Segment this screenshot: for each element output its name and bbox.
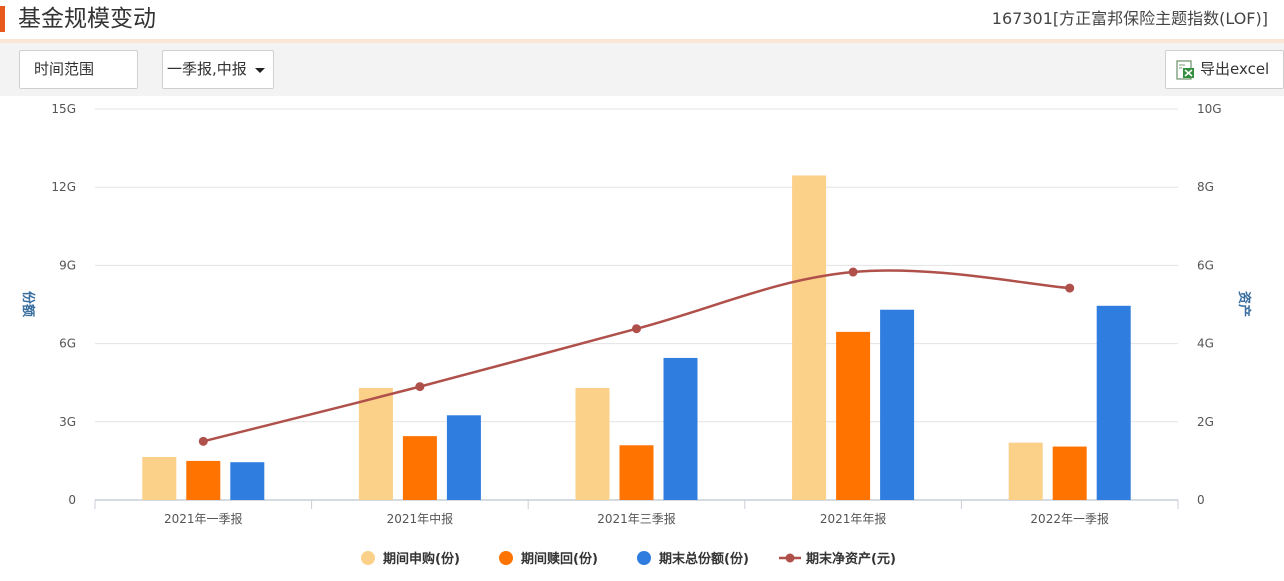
bar <box>664 358 698 500</box>
legend-marker <box>637 551 651 565</box>
export-excel-label: 导出excel <box>1200 60 1269 78</box>
page-title: 基金规模变动 <box>18 2 156 36</box>
x-tick-label: 2021年中报 <box>387 511 454 526</box>
bar <box>792 175 826 500</box>
right-axis-label: 资产 <box>1236 291 1252 317</box>
bar <box>620 445 654 500</box>
y-tick-label: 9G <box>59 258 76 272</box>
chevron-down-icon <box>255 68 265 73</box>
legend-point-marker <box>786 554 795 563</box>
bar <box>186 461 220 500</box>
toolbar: 时间范围 一季报,中报 导出excel <box>0 43 1284 96</box>
bar <box>880 310 914 500</box>
legend-label: 期末总份额(份) <box>659 551 749 567</box>
y2-tick-label: 4G <box>1197 337 1214 351</box>
y-tick-label: 0 <box>68 493 76 507</box>
nav-point <box>632 324 641 333</box>
y2-tick-label: 10G <box>1197 102 1222 116</box>
bar <box>576 388 610 500</box>
left-axis-label: 份额 <box>20 291 36 317</box>
legend-marker <box>361 551 375 565</box>
grid-lines <box>95 109 1178 422</box>
bar <box>836 332 870 500</box>
nav-point <box>415 382 424 391</box>
y-tick-label: 15G <box>51 102 76 116</box>
header: 基金规模变动 167301[方正富邦保险主题指数(LOF)] <box>0 0 1284 40</box>
y2-tick-label: 8G <box>1197 180 1214 194</box>
y2-tick-label: 6G <box>1197 258 1214 272</box>
x-axis: 2021年一季报 2021年中报 2021年三季报 2021年年报 2022年一季报 <box>95 500 1178 526</box>
x-tick-label: 2021年年报 <box>820 511 887 526</box>
period-select-value: 一季报,中报 <box>167 51 247 88</box>
bar <box>1053 447 1087 500</box>
bar <box>359 388 393 500</box>
y-tick-label: 3G <box>59 415 76 429</box>
period-select[interactable]: 一季报,中报 <box>162 50 274 89</box>
title-accent-bar <box>0 6 5 32</box>
bar <box>1097 306 1131 500</box>
nav-point <box>1065 284 1074 293</box>
bar <box>230 462 264 500</box>
export-excel-button[interactable]: 导出excel <box>1165 50 1284 89</box>
legend-marker <box>499 551 513 565</box>
y2-tick-label: 2G <box>1197 415 1214 429</box>
legend-label: 期间申购(份) <box>383 551 460 567</box>
x-tick-label: 2021年一季报 <box>164 511 243 526</box>
legend-label: 期间赎回(份) <box>521 551 598 567</box>
legend-label: 期末净资产(元) <box>806 551 896 567</box>
time-range-button[interactable]: 时间范围 <box>19 50 138 89</box>
y2-tick-label: 0 <box>1197 493 1205 507</box>
bars <box>142 175 1130 500</box>
nav-point <box>849 268 858 277</box>
y-tick-label: 12G <box>51 180 76 194</box>
excel-icon <box>1175 60 1195 80</box>
nav-series-line <box>203 270 1069 441</box>
bar <box>1009 443 1043 500</box>
left-axis-ticks: 0 3G 6G 9G 12G 15G <box>51 102 76 507</box>
bar <box>403 436 437 500</box>
x-tick-label: 2021年三季报 <box>597 511 676 526</box>
x-tick-label: 2022年一季报 <box>1030 511 1109 526</box>
nav-point <box>199 437 208 446</box>
nav-line <box>199 268 1074 446</box>
fund-name: 167301[方正富邦保险主题指数(LOF)] <box>992 8 1268 30</box>
right-axis-ticks: 0 2G 4G 6G 8G 10G <box>1197 102 1222 507</box>
legend: 期间申购(份) 期间赎回(份) 期末总份额(份) 期末净资产(元) <box>361 551 896 567</box>
bar <box>142 457 176 500</box>
y-tick-label: 6G <box>59 337 76 351</box>
bar <box>447 415 481 500</box>
